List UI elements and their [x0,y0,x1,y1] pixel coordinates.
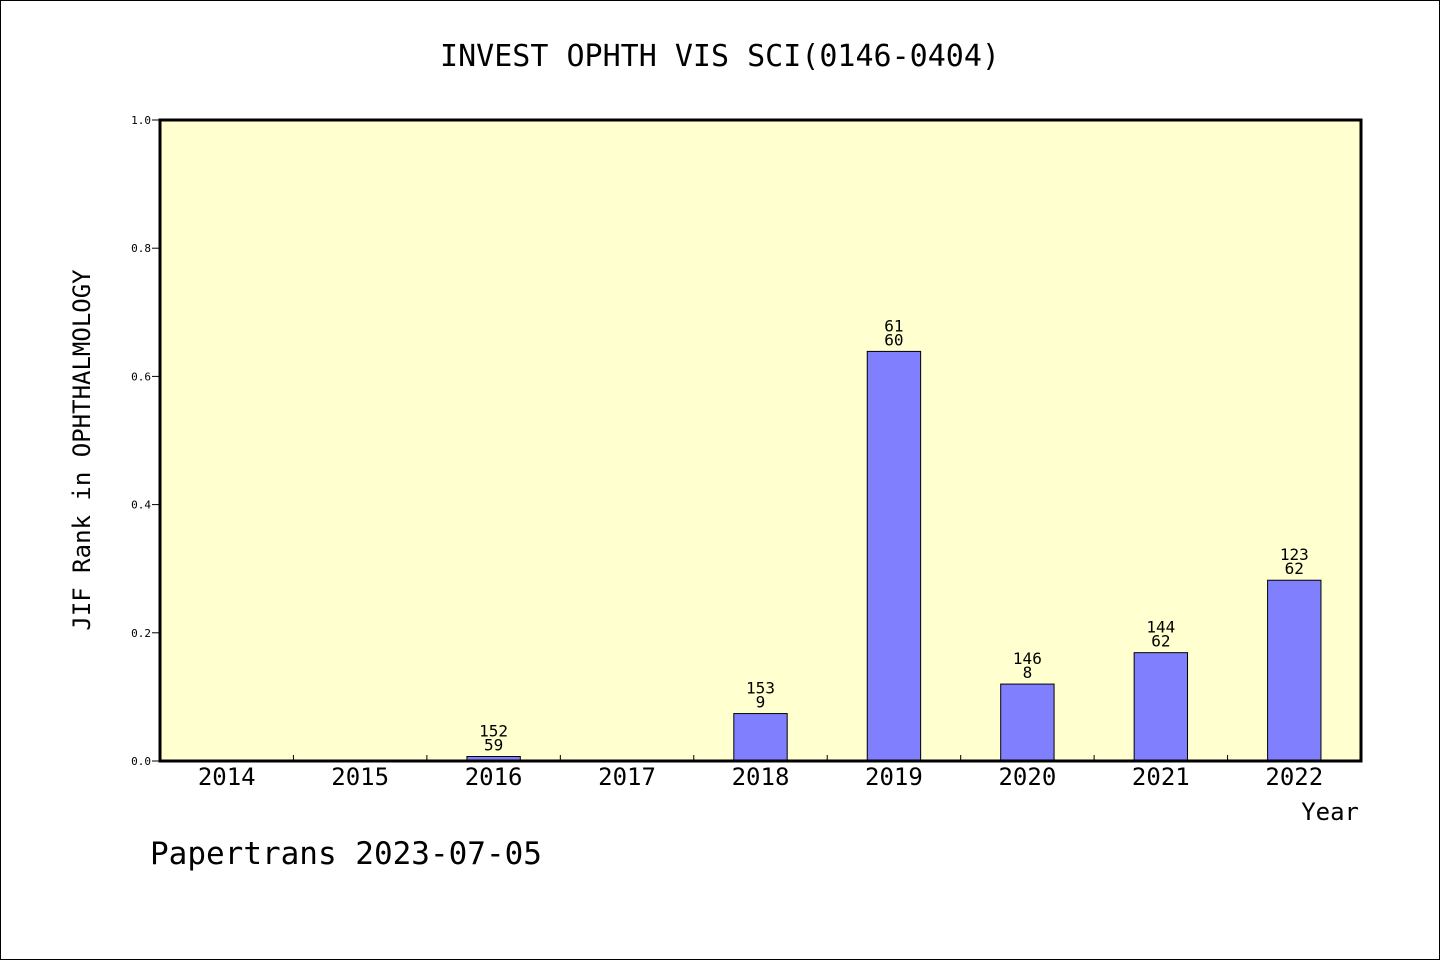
x-tick-label-2016: 2016 [465,763,523,791]
y-tick-label: 0.4 [131,499,151,512]
bar-data-label-2019: 60 [884,330,903,349]
x-tick-label-2015: 2015 [331,763,389,791]
bar-2018 [733,713,788,762]
x-tick-label-2022: 2022 [1265,763,1323,791]
bar-data-label-2016: 152 [479,722,508,741]
bars-group [466,350,1322,762]
bar-2019 [866,350,922,762]
y-tick-label: 1.0 [131,114,151,127]
x-tick-label-2014: 2014 [198,763,256,791]
x-tick-label-2021: 2021 [1132,763,1190,791]
y-axis-label: JIF Rank in OPHTHALMOLOGY [68,269,96,631]
x-axis-ticks: 2014 2015 2016 2017 2018 2019 2020 2021 2022 [198,755,1323,791]
chart-title: INVEST OPHTH VIS SCI(0146-0404) [440,39,1000,74]
x-axis-label: Year [1301,798,1359,826]
bar-data-label-2018: 9 [756,693,766,712]
footer-credit: Papertrans 2023-07-05 [150,836,542,872]
bar-data-label-2018: 153 [746,679,775,698]
bar-data-label-2019: 61 [884,316,903,335]
bar-data-label-2022: 62 [1285,559,1304,578]
bar-data-label-2021: 62 [1151,632,1170,651]
bar-2022 [1267,579,1322,762]
y-tick-label: 0.2 [131,627,151,640]
x-tick-label-2020: 2020 [998,763,1056,791]
bar-2021 [1133,652,1189,762]
x-tick-label-2018: 2018 [732,763,790,791]
bar-data-label-2016: 59 [484,736,503,755]
x-tick-label-2019: 2019 [865,763,923,791]
x-tick-label-2017: 2017 [598,763,656,791]
bar-data-label-2021: 144 [1146,618,1175,637]
bar-data-label-2022: 123 [1280,545,1309,564]
y-tick-label: 0.8 [131,242,151,255]
y-tick-label: 0.6 [131,370,151,383]
bar-data-label-2020: 8 [1023,663,1033,682]
bar-data-label-2020: 146 [1013,649,1042,668]
y-axis-ticks: 0.0 0.2 0.4 0.6 0.8 1.0 [131,114,160,768]
plot-border [158,118,1363,763]
y-tick-label: 0.0 [131,755,151,768]
bar-2020 [1000,683,1055,762]
